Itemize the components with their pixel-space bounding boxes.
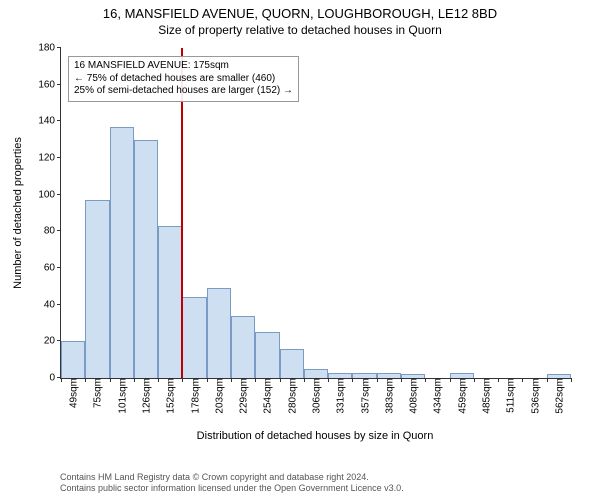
x-tick-mark (377, 378, 378, 382)
annotation-line-2: ← 75% of detached houses are smaller (46… (74, 73, 293, 86)
x-tick-mark (352, 378, 353, 382)
x-tick-label: 536sqm (528, 378, 541, 414)
y-tick-mark (57, 230, 61, 231)
histogram-bar (255, 332, 279, 378)
chart-subtitle: Size of property relative to detached ho… (0, 23, 600, 37)
x-tick-mark (207, 378, 208, 382)
x-tick-mark (255, 378, 256, 382)
histogram-bar (61, 341, 85, 378)
x-tick-mark (450, 378, 451, 382)
x-tick-label: 331sqm (334, 378, 347, 414)
footer-line-2: Contains public sector information licen… (60, 483, 404, 494)
x-tick-label: 383sqm (382, 378, 395, 414)
x-tick-mark (134, 378, 135, 382)
x-tick-mark (498, 378, 499, 382)
x-tick-label: 357sqm (358, 378, 371, 414)
histogram-bar (134, 140, 158, 378)
y-tick-mark (57, 120, 61, 121)
x-tick-label: 306sqm (310, 378, 323, 414)
x-tick-label: 75sqm (91, 378, 104, 408)
x-tick-label: 101sqm (115, 378, 128, 414)
histogram-bar (231, 316, 255, 378)
y-tick-label: 160 (38, 79, 61, 90)
footer-attribution: Contains HM Land Registry data © Crown c… (60, 472, 404, 495)
footer-line-1: Contains HM Land Registry data © Crown c… (60, 472, 404, 483)
x-tick-label: 178sqm (188, 378, 201, 414)
x-tick-mark (401, 378, 402, 382)
x-tick-mark (85, 378, 86, 382)
x-tick-label: 459sqm (455, 378, 468, 414)
x-tick-mark (425, 378, 426, 382)
x-axis-label: Distribution of detached houses by size … (197, 430, 434, 442)
x-tick-mark (547, 378, 548, 382)
x-tick-label: 280sqm (285, 378, 298, 414)
x-tick-mark (158, 378, 159, 382)
y-axis-label: Number of detached properties (12, 137, 24, 289)
chart-title: 16, MANSFIELD AVENUE, QUORN, LOUGHBOROUG… (0, 0, 600, 23)
y-tick-label: 40 (44, 299, 61, 310)
x-tick-label: 485sqm (480, 378, 493, 414)
x-tick-mark (522, 378, 523, 382)
x-tick-mark (110, 378, 111, 382)
histogram-bar (182, 297, 206, 378)
y-tick-label: 60 (44, 263, 61, 274)
x-tick-mark (182, 378, 183, 382)
x-tick-mark (231, 378, 232, 382)
y-tick-mark (57, 47, 61, 48)
histogram-bar (110, 127, 134, 378)
y-tick-mark (57, 84, 61, 85)
x-tick-mark (61, 378, 62, 382)
x-tick-label: 254sqm (261, 378, 274, 414)
y-tick-label: 20 (44, 336, 61, 347)
x-tick-label: 126sqm (140, 378, 153, 414)
y-tick-label: 0 (49, 373, 61, 384)
y-tick-label: 100 (38, 189, 61, 200)
x-tick-label: 152sqm (164, 378, 177, 414)
histogram-bar (85, 200, 109, 378)
y-tick-label: 120 (38, 153, 61, 164)
histogram-bar (280, 349, 304, 378)
x-tick-label: 229sqm (237, 378, 250, 414)
x-tick-mark (304, 378, 305, 382)
annotation-line-3: 25% of semi-detached houses are larger (… (74, 85, 293, 98)
histogram-bar (304, 369, 328, 378)
x-tick-mark (571, 378, 572, 382)
y-tick-mark (57, 157, 61, 158)
annotation-line-1: 16 MANSFIELD AVENUE: 175sqm (74, 60, 293, 73)
y-tick-label: 140 (38, 116, 61, 127)
x-tick-label: 49sqm (67, 378, 80, 408)
x-tick-mark (280, 378, 281, 382)
x-tick-label: 562sqm (552, 378, 565, 414)
x-tick-label: 511sqm (504, 378, 517, 413)
y-tick-label: 180 (38, 43, 61, 54)
x-tick-label: 203sqm (212, 378, 225, 414)
y-tick-mark (57, 304, 61, 305)
x-tick-label: 408sqm (407, 378, 420, 414)
annotation-box: 16 MANSFIELD AVENUE: 175sqm ← 75% of det… (68, 56, 299, 102)
histogram-bar (207, 288, 231, 378)
x-tick-mark (328, 378, 329, 382)
x-tick-label: 434sqm (431, 378, 444, 414)
chart-container: { "title": "16, MANSFIELD AVENUE, QUORN,… (0, 0, 600, 500)
y-tick-mark (57, 267, 61, 268)
histogram-bar (158, 226, 182, 378)
x-tick-mark (474, 378, 475, 382)
y-tick-mark (57, 194, 61, 195)
y-tick-label: 80 (44, 226, 61, 237)
